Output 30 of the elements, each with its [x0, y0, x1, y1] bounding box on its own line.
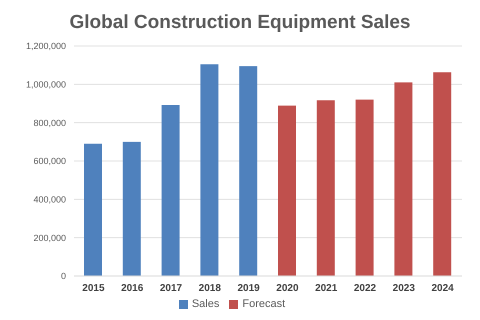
- x-tick-label: 2018: [198, 283, 222, 294]
- x-tick-label: 2022: [354, 283, 377, 294]
- bar: [356, 100, 374, 276]
- bar: [84, 144, 102, 276]
- bar: [433, 72, 452, 276]
- x-tick-label: 2015: [82, 283, 105, 294]
- bar: [200, 64, 218, 276]
- bar: [162, 105, 180, 276]
- x-tick-label: 2021: [315, 283, 338, 294]
- legend-label: Forecast: [242, 298, 286, 310]
- y-tick-label: 1,200,000: [26, 41, 66, 52]
- y-tick-label: 400,000: [33, 194, 66, 205]
- bar: [394, 82, 412, 276]
- bar: [122, 142, 141, 276]
- chart-title: Global Construction Equipment Sales: [68, 11, 412, 35]
- bar: [239, 66, 258, 276]
- y-tick-label: 0: [60, 271, 66, 282]
- x-tick-label: 2016: [121, 283, 144, 294]
- bar: [278, 106, 296, 276]
- y-tick-label: 1,000,000: [26, 80, 66, 90]
- x-tick-label: 2024: [431, 283, 454, 294]
- legend-label: Sales: [192, 298, 220, 310]
- x-tick-label: 2017: [160, 283, 183, 294]
- x-tick-label: 2020: [276, 283, 299, 294]
- bar: [316, 100, 335, 276]
- y-tick-label: 800,000: [33, 118, 66, 128]
- y-tick-label: 600,000: [33, 156, 66, 166]
- x-tick-label: 2019: [237, 283, 260, 294]
- y-tick-label: 200,000: [33, 232, 66, 243]
- x-tick-label: 2023: [392, 283, 416, 294]
